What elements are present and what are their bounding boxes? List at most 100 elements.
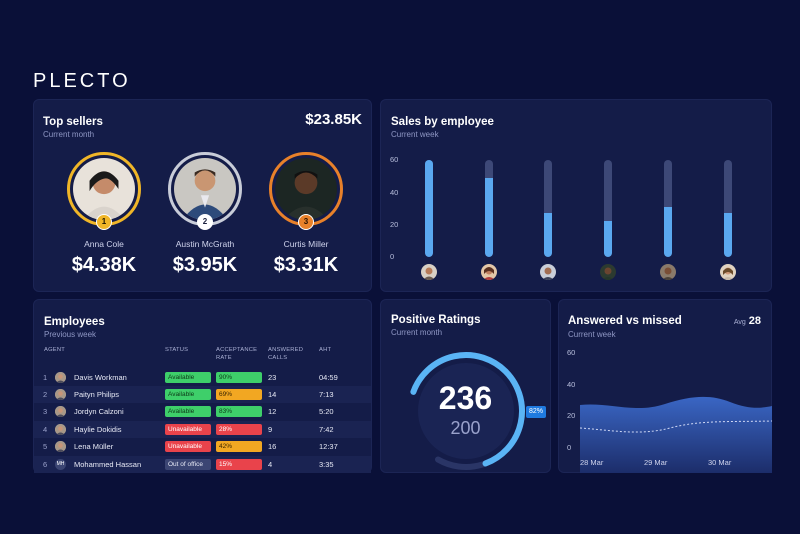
- status-badge: Unavailable: [165, 424, 211, 435]
- top-sellers-card: Top sellers Current month $23.85K 1 Anna…: [33, 99, 372, 292]
- card-title: Answered vs missed: [568, 315, 682, 327]
- table-row[interactable]: 5 Lena Müller Unavailable 42% 16 12:37: [34, 438, 371, 455]
- x-tick-label: 29 Mar: [644, 458, 668, 467]
- aht-value: 3:35: [319, 460, 334, 469]
- bar[interactable]: [544, 213, 552, 257]
- table-row[interactable]: 4 Haylie Dokidis Unavailable 28% 9 7:42: [34, 421, 371, 438]
- column-header-acceptance-rate[interactable]: ACCEPTANCE RATE: [216, 347, 258, 361]
- card-subtitle: Current week: [568, 330, 616, 339]
- aht-value: 7:13: [319, 390, 334, 399]
- bar-track: [425, 160, 433, 257]
- acceptance-rate-badge: 28%: [216, 424, 262, 435]
- bar[interactable]: [604, 221, 612, 257]
- bar-track: [485, 160, 493, 257]
- column-header-aht[interactable]: AHT: [319, 347, 332, 353]
- avatar: 1: [67, 152, 141, 230]
- table-row[interactable]: 6 MH Mohammed Hassan Out of office 15% 4 3:35: [34, 456, 371, 473]
- row-index: 3: [43, 407, 48, 416]
- missed-line: [580, 420, 772, 433]
- column-header-status[interactable]: STATUS: [165, 347, 189, 353]
- table-row[interactable]: 1 Davis Workman Available 90% 23 04:59: [34, 369, 371, 386]
- agent-name: Paityn Philips: [74, 390, 120, 399]
- employee-avatar[interactable]: [720, 264, 736, 280]
- bar[interactable]: [425, 160, 433, 257]
- seller-name: Austin McGrath: [175, 239, 235, 249]
- agent-name: Mohammed Hassan: [74, 460, 142, 469]
- y-tick-label: 20: [567, 411, 576, 420]
- row-index: 1: [43, 373, 48, 382]
- answered-calls: 9: [268, 425, 273, 434]
- seller-card[interactable]: 2 Austin McGrath $3.95K: [155, 152, 255, 277]
- column-header-answered-calls[interactable]: ANSWERED CALLS: [268, 347, 304, 361]
- seller-amount: $4.38K: [71, 254, 137, 276]
- seller-card[interactable]: 1 Anna Cole $4.38K: [54, 152, 154, 277]
- y-tick-label: 60: [390, 155, 399, 164]
- avatar-initials: MH: [56, 461, 65, 467]
- answered-calls: 14: [268, 390, 277, 399]
- column-header-agent[interactable]: AGENT: [44, 347, 65, 353]
- seller-card[interactable]: 3 Curtis Miller $3.31K: [256, 152, 356, 277]
- status-badge: Unavailable: [165, 441, 211, 452]
- agent-name: Lena Müller: [74, 442, 114, 451]
- avatar: 3: [269, 152, 343, 230]
- card-subtitle: Current month: [43, 130, 95, 139]
- table-row[interactable]: 3 Jordyn Calzoni Available 83% 12 5:20: [34, 403, 371, 420]
- agent-name: Davis Workman: [74, 373, 127, 382]
- answered-calls: 16: [268, 442, 277, 451]
- ratings-percent-badge: 82%: [526, 406, 547, 418]
- gauge-inner-disc: [418, 363, 514, 459]
- seller-name: Anna Cole: [84, 239, 124, 249]
- acceptance-rate-badge: 90%: [216, 372, 262, 383]
- employee-avatar[interactable]: [660, 264, 676, 280]
- rank-badge: 3: [298, 214, 314, 230]
- employee-avatar[interactable]: [481, 264, 497, 280]
- y-tick-label: 20: [390, 220, 399, 229]
- avatar: [55, 372, 66, 383]
- avatar: [55, 441, 66, 452]
- avatar: MH: [55, 459, 66, 470]
- employee-avatar[interactable]: [600, 264, 616, 280]
- rank-badge: 2: [197, 214, 213, 230]
- bar-track: [664, 160, 672, 257]
- card-subtitle: Current month: [391, 328, 443, 337]
- acceptance-rate-badge: 42%: [216, 441, 262, 452]
- y-tick-label: 60: [567, 348, 576, 357]
- avatar: 2: [168, 152, 242, 230]
- status-badge: Available: [165, 372, 211, 383]
- aht-value: 5:20: [319, 407, 334, 416]
- y-tick-label: 0: [390, 252, 395, 261]
- ratings-gauge: [410, 352, 525, 470]
- answered-area-chart: [580, 396, 772, 473]
- bar[interactable]: [664, 206, 672, 257]
- seller-name: Curtis Miller: [283, 239, 329, 249]
- average-label: Avg 28: [734, 315, 761, 327]
- status-badge: Out of office: [165, 459, 211, 470]
- sales-by-employee-card: Sales by employee Current week: [380, 99, 772, 292]
- row-index: 2: [43, 390, 48, 399]
- seller-amount: $3.95K: [172, 254, 238, 276]
- ratings-value: 236: [438, 380, 493, 416]
- avatar: [55, 424, 66, 435]
- employee-avatar[interactable]: [421, 264, 437, 280]
- row-index: 5: [43, 442, 48, 451]
- top-sellers-total: $23.85K: [305, 111, 362, 128]
- table-row[interactable]: 2 Paityn Philips Available 69% 14 7:13: [34, 386, 371, 403]
- card-subtitle: Current week: [391, 130, 439, 139]
- avatar: [55, 389, 66, 400]
- row-index: 4: [43, 425, 48, 434]
- card-subtitle: Previous week: [44, 330, 97, 339]
- x-tick-label: 30 Mar: [708, 458, 732, 467]
- card-title: Sales by employee: [391, 116, 494, 128]
- avatar: [55, 406, 66, 417]
- ratings-target: 200: [450, 418, 481, 438]
- average-label-text: Avg: [733, 319, 746, 326]
- y-tick-label: 40: [567, 380, 576, 389]
- aht-value: 12:37: [319, 442, 338, 451]
- agent-name: Haylie Dokidis: [74, 425, 122, 434]
- bar[interactable]: [724, 213, 732, 257]
- employee-avatar[interactable]: [540, 264, 556, 280]
- bar-track: [604, 160, 612, 257]
- bar[interactable]: [485, 177, 493, 257]
- answered-calls: 23: [268, 373, 277, 382]
- card-title: Employees: [44, 316, 105, 328]
